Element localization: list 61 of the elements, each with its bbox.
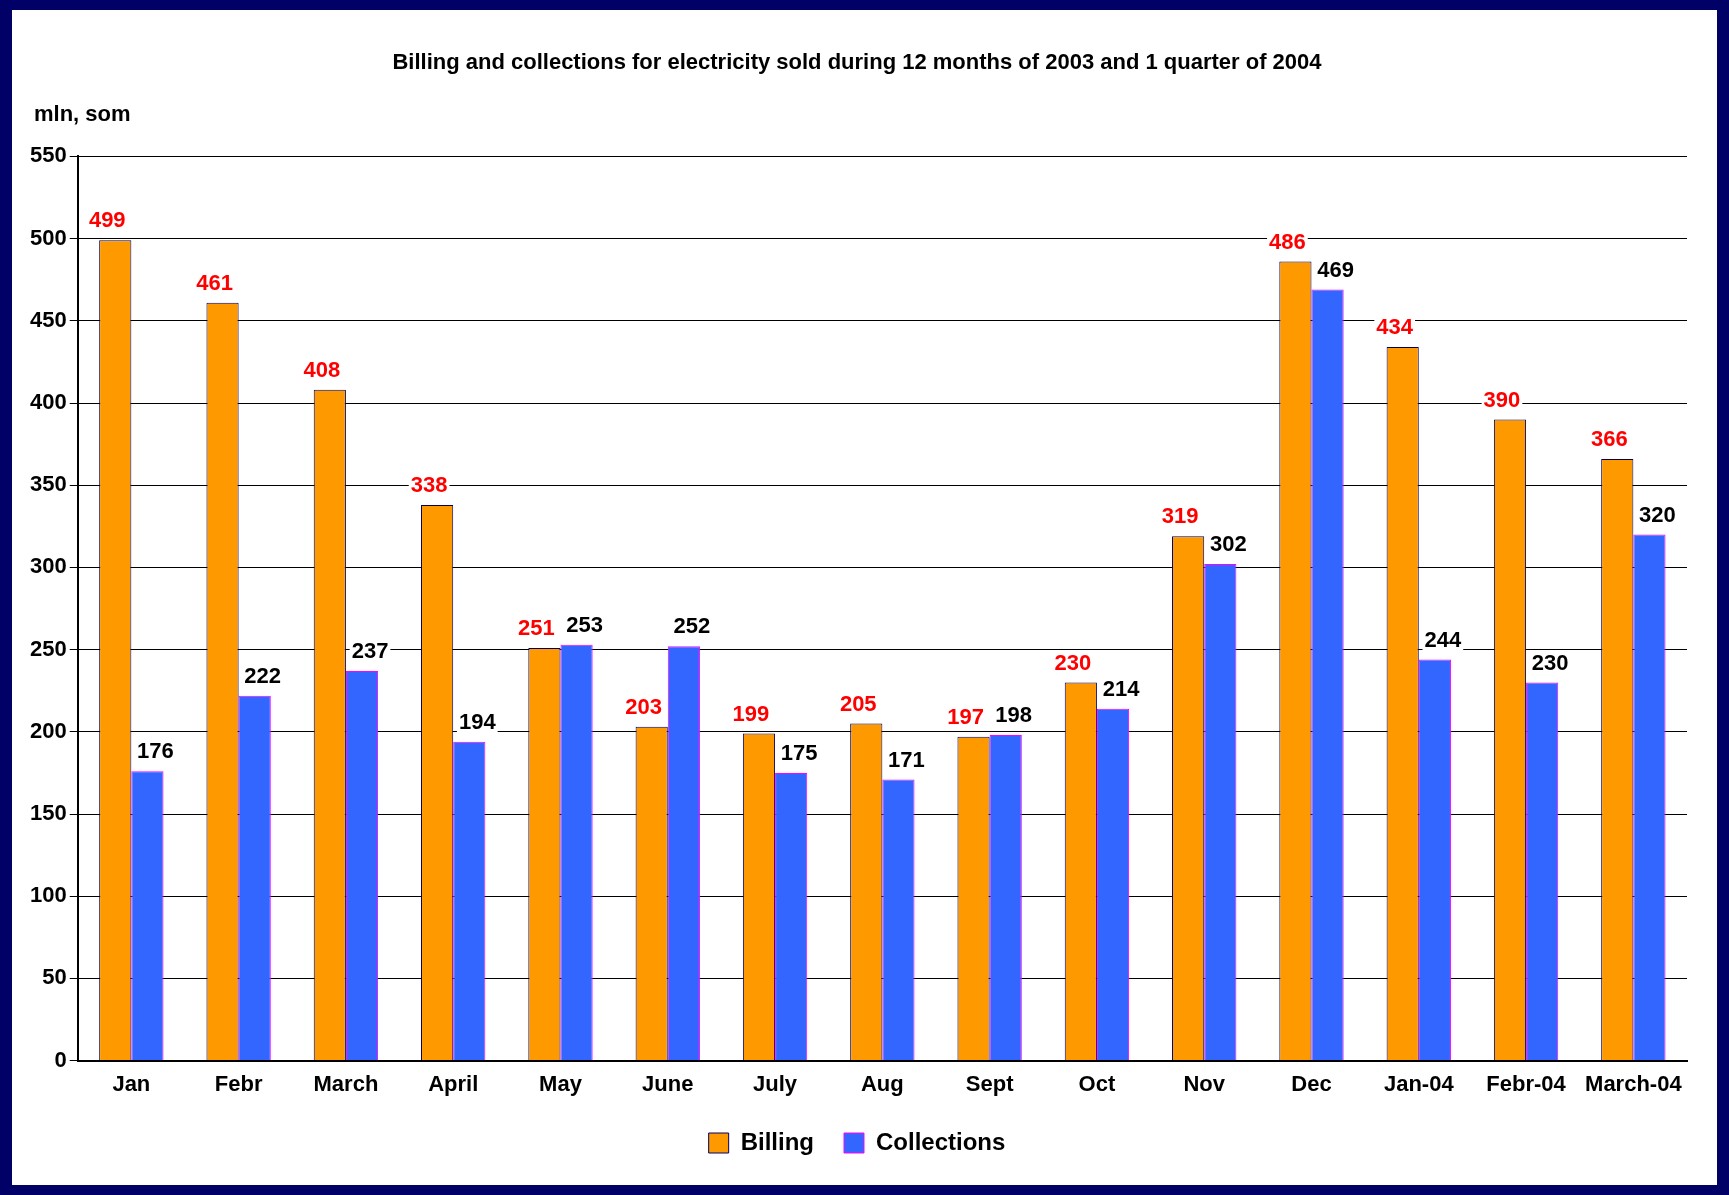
x-tick-label: Sept: [965, 1070, 1015, 1096]
data-label: 434: [1376, 314, 1414, 340]
x-tick-label: Dec: [1291, 1070, 1332, 1096]
data-label: 366: [1590, 425, 1628, 451]
data-label: 171: [888, 746, 925, 772]
data-label: 319: [1161, 503, 1199, 529]
data-label: 175: [780, 739, 818, 765]
x-tick-label: March-04: [1585, 1070, 1683, 1096]
y-tick-label: 350: [29, 471, 67, 497]
x-tick-label: March: [313, 1070, 379, 1096]
data-label: 486: [1269, 228, 1306, 254]
y-tick-label: 100: [29, 882, 67, 908]
y-tick-label: 250: [29, 635, 67, 661]
x-tick-label: Jan: [112, 1070, 151, 1096]
data-label: 230: [1531, 649, 1569, 675]
data-label: 199: [732, 700, 770, 726]
y-tick-label: 400: [29, 389, 67, 415]
data-label: 237: [351, 638, 389, 664]
chart-title: Billing and collections for electricity sold during 12 months of 2003 and 1 quarter of 2004: [392, 49, 1323, 75]
x-tick-label: Oct: [1078, 1070, 1116, 1096]
data-label: 469: [1317, 256, 1354, 282]
legend-label: Collections: [875, 1127, 1006, 1155]
data-label: 222: [244, 662, 282, 688]
x-tick-label: May: [539, 1070, 583, 1096]
data-label: 302: [1209, 531, 1247, 557]
data-label: 390: [1483, 386, 1521, 412]
data-label: 252: [673, 613, 711, 639]
x-tick-label: Jan-04: [1383, 1070, 1455, 1096]
data-label: 194: [458, 708, 497, 734]
y-tick-label: 450: [29, 306, 67, 332]
y-tick-label: 550: [29, 142, 67, 168]
legend-label: Billing: [740, 1127, 814, 1155]
data-label: 230: [1054, 649, 1092, 675]
data-label: 338: [410, 471, 448, 497]
data-label: 203: [625, 693, 663, 719]
x-tick-label: July: [753, 1070, 798, 1096]
y-tick-label: 300: [29, 553, 67, 579]
data-label: 198: [995, 702, 1033, 728]
x-tick-label: Nov: [1183, 1070, 1226, 1096]
data-label: 205: [839, 690, 877, 716]
data-label: 320: [1639, 501, 1676, 527]
data-label: 499: [88, 207, 126, 233]
y-tick-label: 0: [54, 1046, 67, 1072]
y-tick-label: 150: [29, 800, 67, 826]
y-axis-title: mln, som: [34, 101, 131, 127]
data-label: 244: [1424, 626, 1462, 652]
y-tick-label: 500: [29, 224, 67, 250]
x-tick-label: Febr-04: [1486, 1070, 1567, 1096]
x-tick-label: Aug: [860, 1070, 904, 1096]
data-label: 253: [566, 611, 603, 637]
data-label: 176: [137, 738, 174, 764]
data-label: 197: [947, 703, 984, 729]
data-label: 214: [1102, 675, 1141, 701]
data-label: 461: [196, 269, 233, 295]
data-label: 408: [303, 356, 341, 382]
y-tick-label: 200: [29, 717, 67, 743]
data-label: 251: [518, 615, 555, 641]
x-tick-label: April: [428, 1070, 479, 1096]
x-tick-label: June: [642, 1070, 694, 1096]
y-tick-label: 50: [42, 964, 67, 990]
x-tick-label: Febr: [214, 1070, 263, 1096]
